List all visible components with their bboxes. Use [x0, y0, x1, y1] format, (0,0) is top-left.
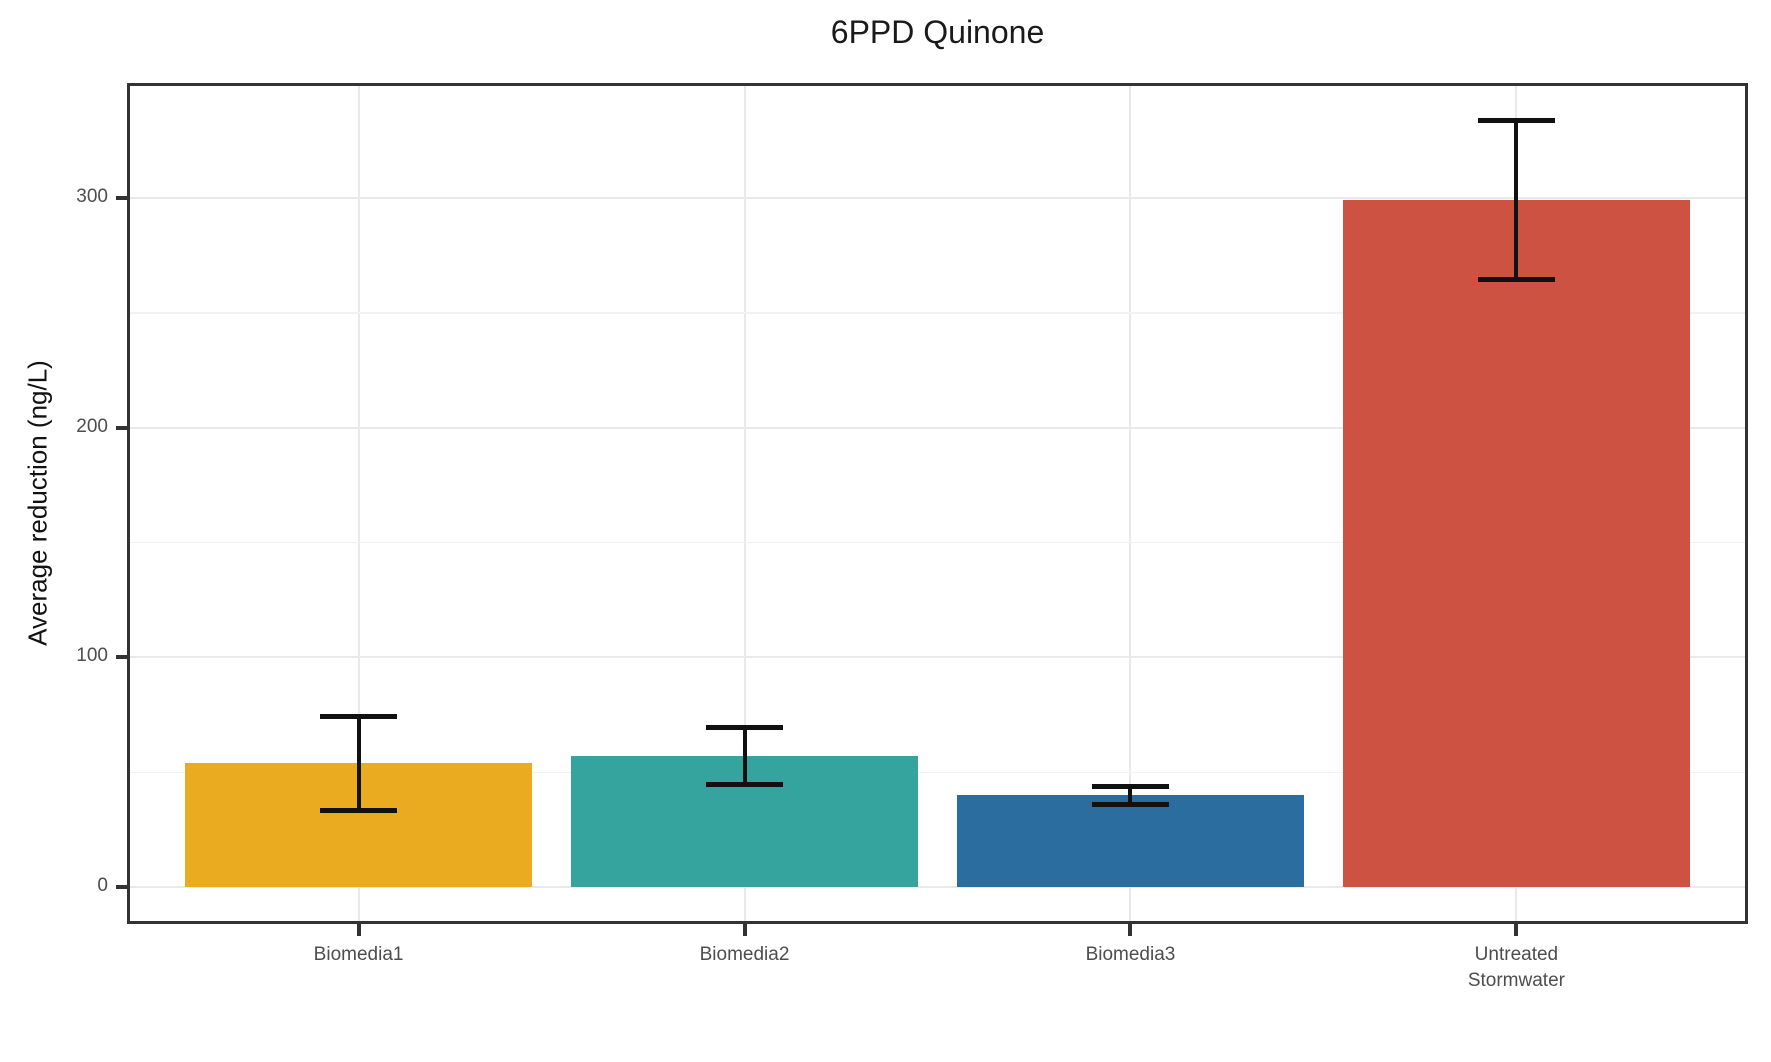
y-axis-tick — [116, 885, 127, 890]
error-bar-cap-top — [705, 725, 784, 731]
x-tick-label: Untreated Stormwater — [1467, 944, 1565, 991]
error-bar-cap-top — [1477, 118, 1556, 124]
y-tick-label: 0 — [97, 875, 108, 897]
error-bar-cap-top — [1091, 783, 1170, 789]
gridline-minor — [127, 312, 1748, 314]
error-bar-cap-bottom — [1091, 802, 1170, 807]
error-bar-line — [1514, 120, 1519, 280]
error-bar-line — [1128, 786, 1133, 805]
gridline-minor — [127, 541, 1748, 544]
y-tick-label: 300 — [76, 185, 108, 207]
gridline-major — [127, 426, 1748, 429]
x-tick-label: Biomedia3 — [1085, 944, 1176, 965]
gridline-vertical — [743, 83, 746, 924]
x-axis-tick — [742, 924, 747, 936]
gridline-major — [127, 196, 1748, 199]
bar-untreated-stormwater — [1342, 200, 1691, 888]
y-axis-tick — [116, 195, 127, 200]
y-axis-tick — [116, 655, 127, 660]
gridline-vertical — [1129, 83, 1132, 924]
gridline-major — [127, 886, 1748, 889]
x-axis-tick — [356, 924, 361, 936]
x-axis-tick — [1514, 924, 1519, 936]
x-axis-tick — [1128, 924, 1133, 936]
error-bar-line — [742, 727, 747, 785]
gridline-vertical — [357, 83, 360, 924]
x-tick-label: Biomedia2 — [699, 944, 790, 965]
chart-title: 6PPD Quinone — [830, 14, 1045, 50]
error-bar-cap-bottom — [319, 807, 398, 813]
bar-biomedia3 — [956, 795, 1305, 888]
error-bar-cap-bottom — [1477, 276, 1556, 282]
gridline-major — [127, 656, 1748, 659]
error-bar-cap-top — [319, 713, 398, 719]
y-tick-label: 200 — [76, 415, 108, 437]
y-axis-title: Average reduction (ng/L) — [22, 360, 53, 646]
y-axis-tick — [116, 425, 127, 430]
error-bar-cap-bottom — [705, 782, 784, 788]
gridline-minor — [127, 771, 1748, 774]
x-tick-label: Biomedia1 — [313, 944, 404, 965]
error-bar-line — [356, 716, 361, 811]
y-tick-label: 100 — [76, 645, 108, 667]
